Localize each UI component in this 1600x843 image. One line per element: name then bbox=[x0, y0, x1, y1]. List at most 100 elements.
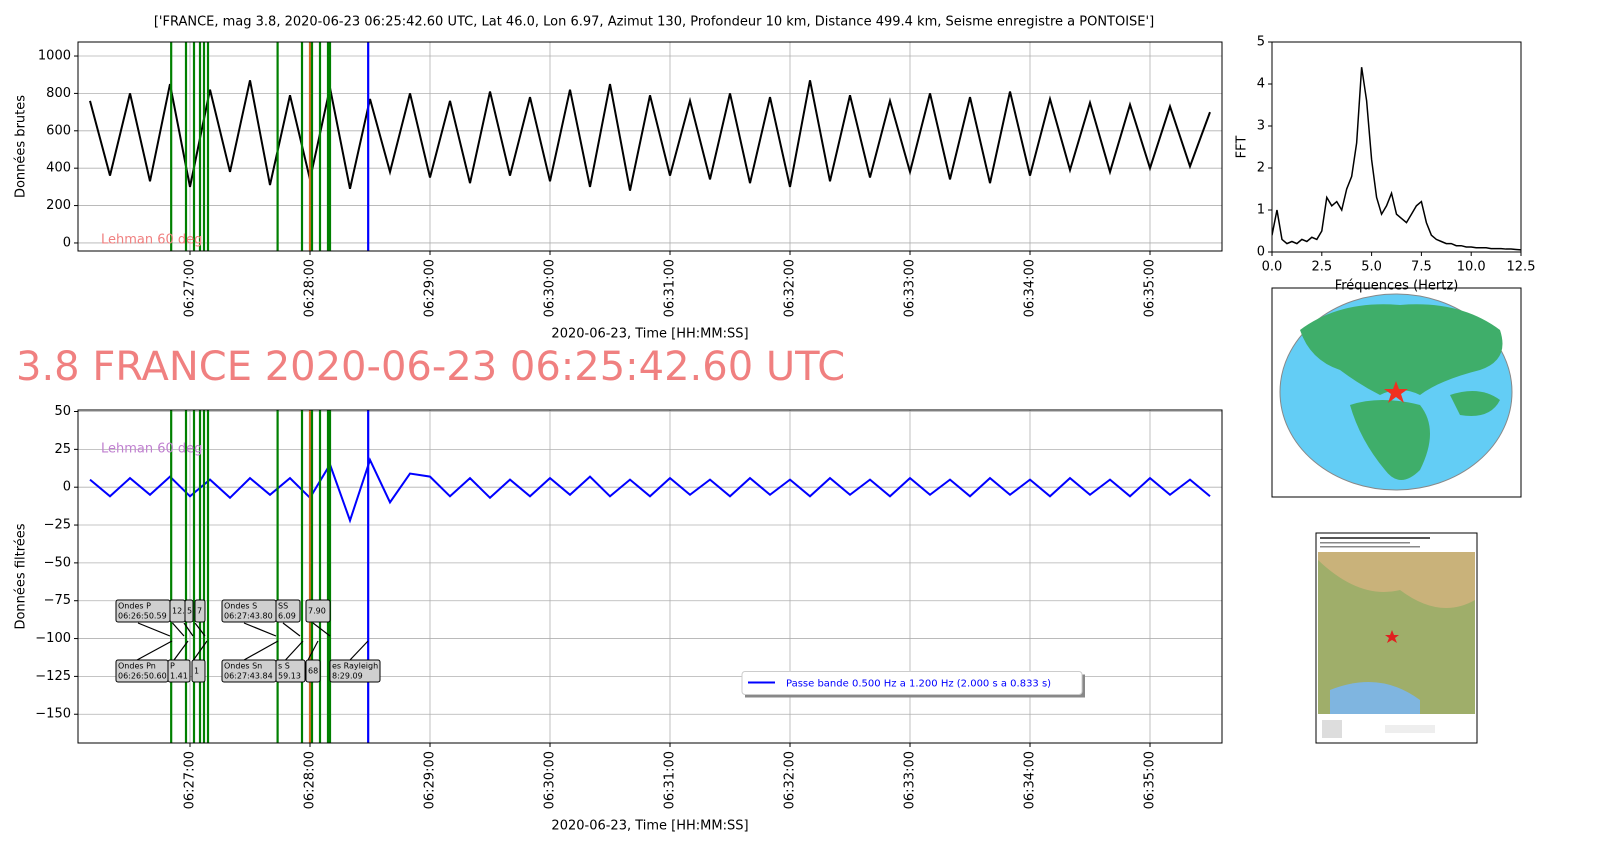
globe-land bbox=[1300, 304, 1503, 395]
x-tick-label: 06:29:00 bbox=[423, 259, 438, 317]
legend-box bbox=[741, 671, 1083, 695]
annotation-arrow bbox=[285, 640, 304, 661]
y-tick-label: 200 bbox=[46, 198, 71, 213]
x-tick-label: 06:35:00 bbox=[1143, 751, 1158, 809]
annotation-arrow bbox=[243, 622, 277, 637]
y-tick-label: −150 bbox=[35, 707, 71, 722]
annotation-arrow bbox=[173, 640, 189, 661]
x-tick-label: 06:28:00 bbox=[303, 751, 318, 809]
annotation-text: 06:27:43.80 bbox=[224, 612, 273, 621]
y-tick-label: 3 bbox=[1257, 119, 1265, 134]
y-tick-label: 0 bbox=[63, 235, 71, 250]
y-axis-label: FFT bbox=[1235, 136, 1250, 159]
map-relief bbox=[1318, 560, 1475, 714]
plot-frame bbox=[1271, 41, 1522, 253]
plot-clip bbox=[1272, 67, 1521, 251]
y-tick-label: −75 bbox=[44, 593, 71, 608]
annotation-text: Ondes S bbox=[224, 602, 257, 611]
annotation-box bbox=[191, 659, 206, 683]
annotation-box bbox=[329, 659, 381, 683]
globe-land bbox=[1350, 400, 1430, 480]
y-tick-label: 25 bbox=[54, 442, 71, 457]
annotation-arrow bbox=[349, 640, 369, 661]
annotation-arrow bbox=[137, 622, 171, 637]
annotation-text: 1 bbox=[194, 667, 199, 676]
y-tick-label: 0 bbox=[1257, 245, 1265, 260]
annotation-text: SS bbox=[278, 602, 288, 611]
plot-frame bbox=[77, 41, 1223, 252]
plot-clip bbox=[89, 410, 1211, 743]
x-tick-label: 06:31:00 bbox=[663, 259, 678, 317]
annotation-text: Ondes Sn bbox=[224, 662, 262, 671]
map-header bbox=[1320, 546, 1420, 548]
y-tick-label: 0 bbox=[63, 480, 71, 495]
annotation-text: 59.13 bbox=[278, 672, 301, 681]
x-tick-label: 06:33:00 bbox=[903, 259, 918, 317]
annotation-arrow bbox=[194, 622, 206, 637]
annotation-text: P bbox=[170, 662, 175, 671]
y-tick-label: 400 bbox=[46, 161, 71, 176]
annotation-text: 68 bbox=[308, 667, 318, 676]
x-tick-label: 06:27:00 bbox=[183, 751, 198, 809]
x-tick-label: 06:28:00 bbox=[303, 259, 318, 317]
chart-title: ['FRANCE, mag 3.8, 2020-06-23 06:25:42.6… bbox=[154, 15, 1154, 30]
plot-area bbox=[78, 42, 1222, 251]
globe bbox=[1271, 287, 1522, 498]
region-map bbox=[1315, 532, 1478, 744]
annotation-text: 06:26:50.59 bbox=[118, 612, 167, 621]
epicenter-star bbox=[1384, 381, 1408, 403]
x-tick-label: 06:29:00 bbox=[423, 751, 438, 809]
annotation-box bbox=[305, 599, 331, 623]
x-tick-label: 06:31:00 bbox=[663, 751, 678, 809]
annotation-arrow bbox=[307, 640, 319, 661]
x-tick-label: 06:35:00 bbox=[1143, 259, 1158, 317]
annotation-arrow bbox=[172, 622, 185, 637]
x-axis-label: Fréquences (Hertz) bbox=[1335, 279, 1459, 294]
note: Lehman 60 deg bbox=[101, 233, 202, 248]
annotation-box bbox=[194, 599, 206, 623]
annotation-text: s S bbox=[278, 662, 290, 671]
x-axis-label: 2020-06-23, Time [HH:MM:SS] bbox=[551, 819, 748, 834]
y-axis-label: Données filtrées bbox=[14, 523, 29, 629]
y-tick-label: −100 bbox=[35, 631, 71, 646]
x-tick-label: 06:34:00 bbox=[1023, 259, 1038, 317]
y-axis-label: Données brutes bbox=[14, 95, 29, 198]
x-axis-label: 2020-06-23, Time [HH:MM:SS] bbox=[551, 327, 748, 342]
x-tick-label: 06:33:00 bbox=[903, 751, 918, 809]
annotation-arrow bbox=[136, 640, 173, 661]
annotation-text: 06:27:43.84 bbox=[224, 672, 273, 681]
y-tick-label: 1 bbox=[1257, 203, 1265, 218]
annotation-text: 06:26:50.60 bbox=[118, 672, 167, 681]
annotation-box bbox=[275, 659, 306, 683]
plot-clip bbox=[89, 42, 1211, 251]
annotation-arrow bbox=[193, 640, 208, 661]
y-tick-label: 5 bbox=[1257, 35, 1265, 50]
y-tick-label: 800 bbox=[46, 86, 71, 101]
annotation-arrow bbox=[312, 622, 331, 637]
x-tick-label: 06:30:00 bbox=[543, 259, 558, 317]
annotation-text: 5 bbox=[187, 607, 192, 616]
annotation-text: 7 bbox=[197, 607, 202, 616]
legend-label: Passe bande 0.500 Hz a 1.200 Hz (2.000 s… bbox=[786, 679, 1051, 690]
x-tick-label: 06:32:00 bbox=[783, 259, 798, 317]
annotation-text: 1.41 bbox=[170, 672, 188, 681]
globe-land bbox=[1450, 391, 1500, 416]
series-line bbox=[1272, 67, 1521, 251]
annotation-box bbox=[184, 599, 194, 623]
x-tick-label: 06:27:00 bbox=[183, 259, 198, 317]
annotation-arrow bbox=[282, 622, 301, 637]
x-tick-label: 7.5 bbox=[1411, 260, 1432, 275]
y-tick-label: 600 bbox=[46, 123, 71, 138]
x-tick-label: 2.5 bbox=[1311, 260, 1332, 275]
map-star bbox=[1385, 630, 1399, 643]
note: Lehman 60 deg bbox=[101, 442, 202, 457]
x-tick-label: 06:34:00 bbox=[1023, 751, 1038, 809]
map-legend bbox=[1385, 725, 1435, 733]
annotation-text: 8:29.09 bbox=[332, 672, 363, 681]
annotation-text: Ondes Pn bbox=[118, 662, 156, 671]
y-tick-label: 1000 bbox=[38, 49, 71, 64]
annotation-text: es Rayleigh bbox=[332, 662, 378, 671]
headline: 3.8 FRANCE 2020-06-23 06:25:42.60 UTC bbox=[16, 344, 845, 390]
y-tick-label: −25 bbox=[44, 518, 71, 533]
